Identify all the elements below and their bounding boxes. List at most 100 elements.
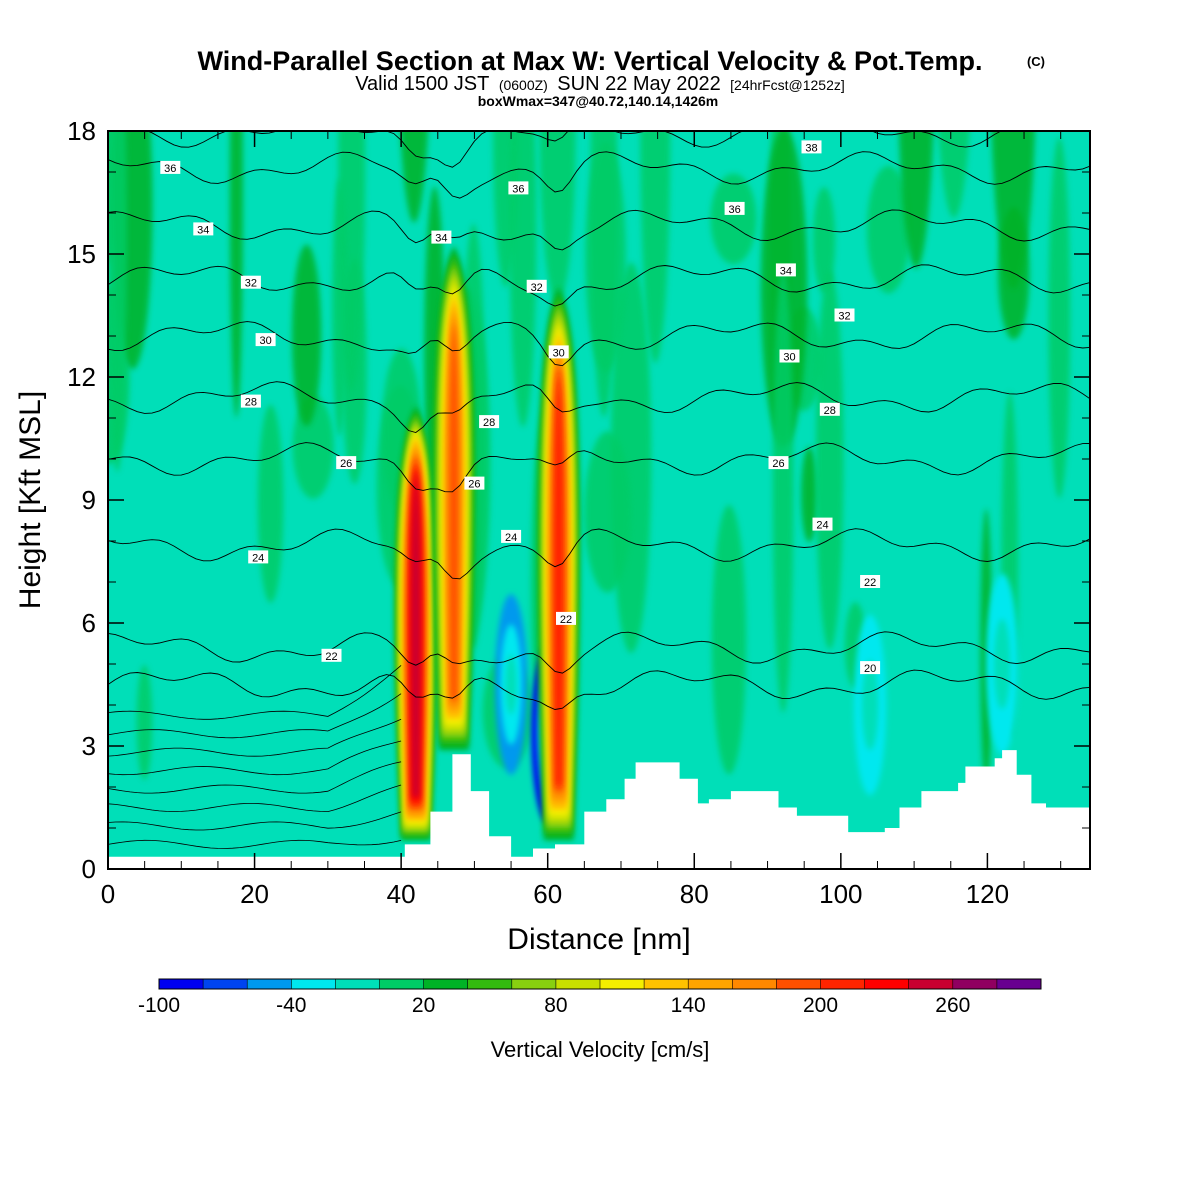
field-streak	[710, 173, 757, 265]
contour-label-32: 32	[834, 308, 855, 323]
contour-label-28: 28	[240, 394, 261, 409]
field-streak	[108, 131, 127, 473]
field-streak	[898, 131, 934, 269]
contour-label-text: 22	[560, 614, 572, 626]
theta-contour-lower	[108, 718, 402, 757]
colorbar-swatch	[335, 979, 380, 989]
colorbar-swatch	[908, 979, 954, 989]
contour-label-box	[724, 201, 745, 215]
updraft-61	[537, 286, 580, 841]
contour-label-26: 26	[464, 476, 485, 491]
theta-contour-lower	[108, 665, 402, 720]
colorbar-swatch	[820, 979, 866, 989]
contour-label-box	[801, 140, 822, 154]
colorbar-tick-label: 140	[671, 994, 706, 1017]
valid-zulu: (0600Z)	[499, 77, 548, 93]
colorbar-tick-label: 260	[935, 994, 970, 1017]
theta-contour-24	[108, 528, 1090, 580]
contour-label-22: 22	[321, 648, 342, 663]
field-streak	[136, 664, 153, 780]
colorbar-tick-label: 20	[412, 994, 435, 1017]
contour-label-text: 24	[505, 532, 517, 544]
contour-label-34: 34	[775, 263, 796, 277]
field-streak	[229, 131, 243, 418]
contour-label-text: 26	[340, 458, 352, 470]
contour-label-box	[255, 333, 276, 347]
colorbar-swatch	[644, 979, 689, 989]
downdraft-122	[994, 618, 1011, 710]
y-tick-label: 15	[67, 239, 96, 269]
theta-contour-32	[108, 264, 1090, 307]
colorbar-swatch	[952, 979, 998, 989]
contour-label-28: 28	[479, 415, 500, 429]
field-streak	[539, 131, 576, 303]
x-tick-label: 80	[680, 879, 709, 909]
downdraft-104	[862, 659, 879, 751]
colorbar-swatch	[379, 979, 425, 989]
contour-label-box	[768, 456, 789, 470]
valid-date: SUN 22 May 2022	[557, 73, 720, 95]
contour-label-24: 24	[812, 517, 833, 532]
colorbar-swatch	[776, 979, 821, 989]
contour-label-32: 32	[526, 279, 547, 294]
colorbar-swatch	[555, 979, 601, 989]
contour-label-text: 26	[772, 458, 784, 470]
contour-label-text: 28	[824, 405, 836, 417]
contour-label-box	[779, 349, 800, 363]
contour-label-36: 36	[508, 181, 529, 195]
theta-contour-22	[108, 631, 1090, 674]
field-streak	[1048, 137, 1071, 499]
contour-label-text: 38	[805, 142, 817, 154]
theta-contour-26	[108, 442, 1090, 493]
colorbar-title: Vertical Velocity [cm/s]	[491, 1037, 710, 1062]
copyright-mark: (C)	[1027, 54, 1045, 69]
contour-label-box	[160, 160, 181, 174]
theta-contour-lower	[108, 839, 402, 849]
contour-label-text: 34	[435, 233, 447, 245]
contour-label-26: 26	[768, 456, 789, 470]
contour-label-text: 26	[468, 479, 480, 491]
theta-contour-20	[108, 669, 1090, 710]
x-tick-label: 40	[387, 879, 416, 909]
field-streak	[938, 131, 970, 218]
colorbar-swatch	[600, 979, 645, 989]
theta-contour-lower	[108, 811, 402, 831]
contour-label-box	[556, 611, 576, 625]
field-streak	[772, 269, 794, 713]
contour-label-box	[548, 345, 569, 359]
contour-label-24: 24	[501, 529, 522, 544]
contour-label-34: 34	[193, 222, 214, 236]
colorbar-swatch	[732, 979, 777, 989]
contour-label-box	[860, 661, 881, 675]
contour-label-text: 30	[783, 352, 795, 364]
contour-label-text: 36	[512, 183, 524, 195]
y-tick-label: 6	[82, 608, 96, 638]
updraft-47	[432, 245, 476, 751]
contour-label-24: 24	[248, 550, 269, 564]
updraft-band	[411, 470, 421, 797]
field-streak	[400, 131, 429, 223]
colorbar-swatch	[467, 979, 513, 989]
field-streak	[509, 131, 537, 427]
contour-label-box	[775, 263, 796, 277]
y-axis-label: Height [Kft MSL]	[14, 391, 47, 609]
contour-label-38: 38	[801, 140, 822, 154]
contour-label-30: 30	[779, 349, 800, 364]
contour-label-box	[240, 394, 261, 408]
contour-label-32: 32	[240, 275, 261, 290]
field-streak	[585, 141, 626, 373]
valid-time: Valid 1500 JST	[355, 73, 489, 95]
contour-label-box	[321, 648, 342, 662]
contour-label-36: 36	[724, 201, 745, 216]
contour-label-box	[193, 222, 214, 236]
contour-label-box	[464, 476, 485, 490]
colorbar-swatch	[996, 979, 1042, 989]
contour-label-text: 30	[553, 347, 565, 359]
downdraft-55	[505, 654, 517, 715]
contour-label-30: 30	[255, 333, 276, 347]
forecast-info: [24hrFcst@1252z]	[730, 77, 845, 93]
y-tick-label: 3	[82, 731, 96, 761]
contour-label-text: 20	[864, 663, 876, 675]
contour-label-22: 22	[556, 611, 576, 626]
theta-contour-lower	[108, 761, 402, 794]
